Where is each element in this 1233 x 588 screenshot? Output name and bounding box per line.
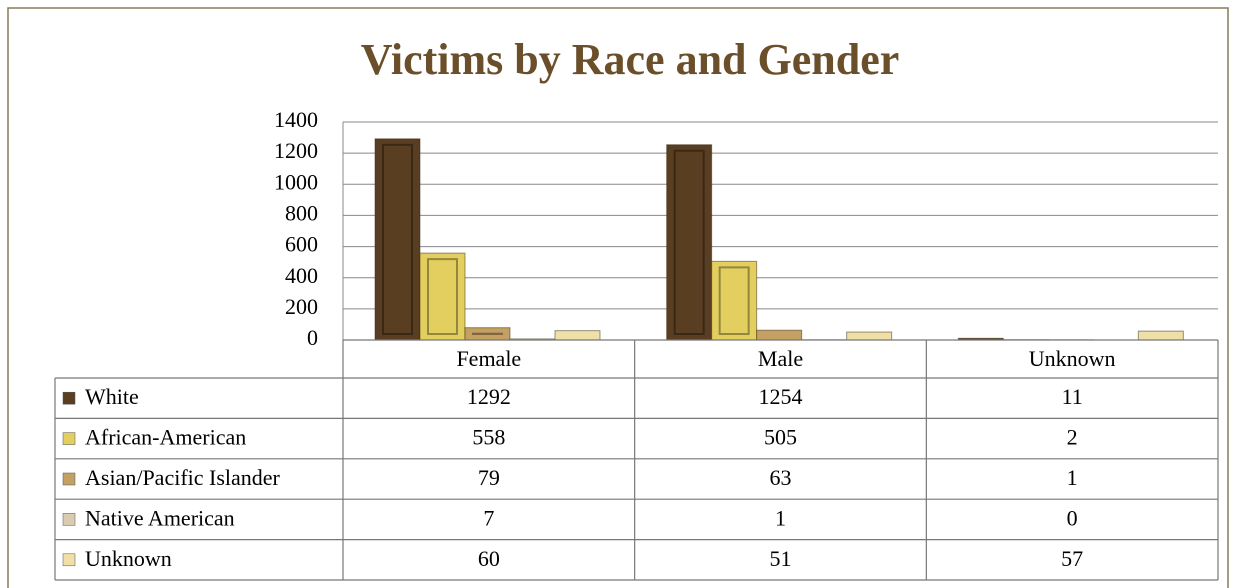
chart-title: Victims by Race and Gender: [361, 35, 900, 84]
y-tick-label: 1000: [274, 169, 318, 194]
y-tick-label: 1200: [274, 138, 318, 163]
bar: [419, 252, 466, 341]
table-cell: 51: [770, 546, 792, 571]
table-cell: 63: [770, 465, 792, 490]
x-tick-label: Female: [456, 346, 521, 371]
bar: [374, 138, 421, 341]
table-cell: 1: [775, 505, 786, 530]
table-cell: 11: [1062, 384, 1083, 409]
bar-bevel: [673, 149, 705, 335]
bar: [846, 331, 893, 341]
legend-label: Asian/Pacific Islander: [85, 465, 281, 490]
legend-key: [62, 391, 76, 405]
bar-bevel: [382, 143, 413, 335]
legend-label: Unknown: [85, 546, 172, 571]
y-tick-label: 800: [285, 200, 318, 225]
y-tick-label: 400: [285, 263, 318, 288]
bar: [756, 329, 803, 341]
table-cell: 1292: [467, 384, 511, 409]
table-cell: 1: [1067, 465, 1078, 490]
bar-bevel: [427, 258, 458, 335]
y-tick-label: 600: [285, 232, 318, 257]
chart-border: [7, 7, 1229, 588]
bar: [666, 144, 713, 341]
table-cell: 558: [472, 425, 505, 450]
legend-key: [62, 513, 76, 526]
legend-label: White: [85, 384, 139, 409]
bar-bevel: [718, 266, 750, 335]
y-tick-label: 1400: [274, 107, 318, 132]
table-cell: 57: [1061, 546, 1083, 571]
bar: [711, 260, 758, 341]
legend-key: [62, 472, 76, 486]
y-tick-label: 0: [307, 325, 318, 350]
legend-label: African-American: [85, 425, 246, 450]
legend-label: Native American: [85, 505, 235, 530]
table-cell: 2: [1067, 425, 1078, 450]
table-cell: 7: [483, 505, 494, 530]
table-cell: 1254: [759, 384, 803, 409]
table-cell: 60: [478, 546, 500, 571]
legend-key: [62, 553, 76, 567]
x-tick-label: Male: [758, 346, 803, 371]
table-cell: 79: [478, 465, 500, 490]
legend-key: [62, 432, 76, 445]
table-cell: 0: [1067, 505, 1078, 530]
bar: [554, 330, 601, 341]
table-cell: 505: [764, 425, 797, 450]
x-tick-label: Unknown: [1029, 346, 1116, 371]
y-tick-label: 200: [285, 294, 318, 319]
bar: [1137, 330, 1184, 341]
